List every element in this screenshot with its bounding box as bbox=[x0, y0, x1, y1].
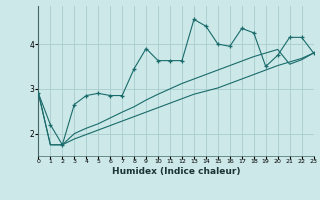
X-axis label: Humidex (Indice chaleur): Humidex (Indice chaleur) bbox=[112, 167, 240, 176]
